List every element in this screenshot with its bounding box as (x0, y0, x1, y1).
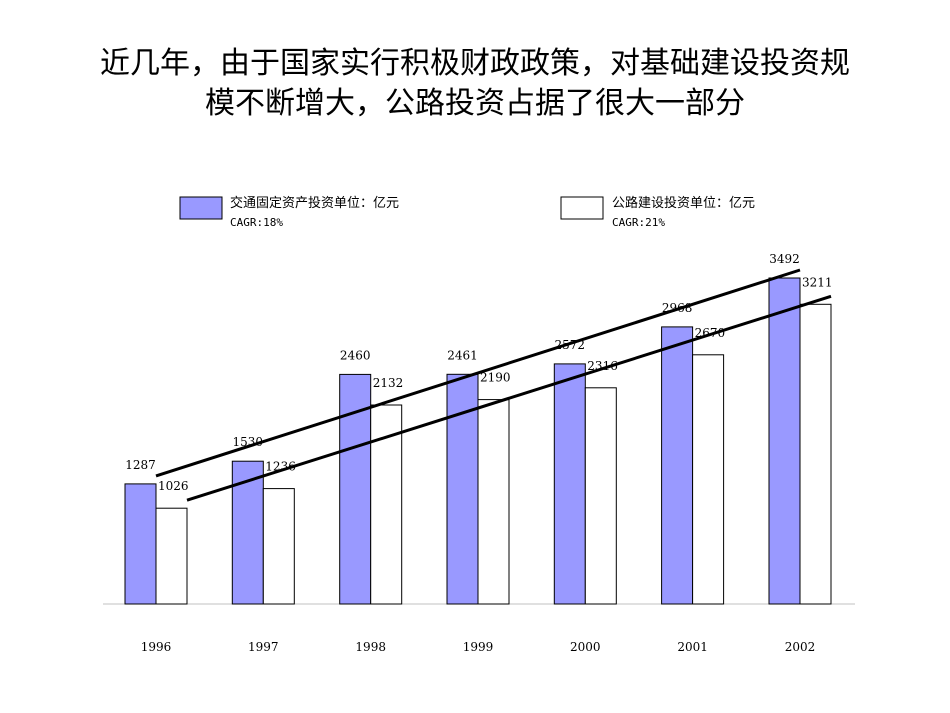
legend-swatch-series-2 (560, 196, 604, 220)
bar-series-1-2002 (768, 277, 801, 605)
value-label-series-1-1998: 2460 (340, 348, 371, 362)
trend-line-series-2 (186, 294, 832, 502)
x-tick-label-2002: 2002 (785, 640, 816, 654)
legend: 交通固定资产投资单位：亿元 CAGR:18% 公路建设投资单位：亿元 CAGR:… (179, 195, 755, 229)
bar-series-1-2001 (661, 326, 694, 605)
value-label-series-2-1999: 2190 (480, 371, 511, 385)
bar-series-1-1996 (124, 483, 157, 605)
x-tick-label-2001: 2001 (677, 640, 708, 654)
x-tick-label-2000: 2000 (570, 640, 601, 654)
bar-series-2-1999 (477, 399, 510, 605)
bar-series-2-1996 (155, 507, 188, 605)
x-tick-label-1996: 1996 (141, 640, 172, 654)
value-label-series-2-1996: 1026 (158, 479, 189, 493)
page-title: 近几年，由于国家实行积极财政政策，对基础建设投资规 模不断增大，公路投资占据了很… (40, 44, 910, 124)
value-label-series-1-1999: 2461 (447, 348, 478, 362)
bars-layer (124, 277, 832, 605)
title-line-1: 近几年，由于国家实行积极财政政策，对基础建设投资规 (100, 46, 850, 81)
bar-series-2-2001 (692, 354, 725, 605)
x-tick-label-1999: 1999 (463, 640, 494, 654)
x-tick-label-1998: 1998 (355, 640, 386, 654)
value-label-series-1-2000: 2572 (555, 338, 586, 352)
value-label-series-2-2001: 2670 (695, 326, 726, 340)
value-label-series-2-1998: 2132 (373, 376, 404, 390)
legend-cagr-series-1: CAGR:18% (230, 216, 283, 229)
bar-series-1-1997 (231, 460, 264, 605)
bar-series-2-2002 (799, 303, 832, 605)
bar-series-1-2000 (553, 363, 586, 605)
x-tick-label-1997: 1997 (248, 640, 279, 654)
legend-cagr-series-2: CAGR:21% (612, 216, 665, 229)
value-label-series-1-2002: 3492 (769, 252, 800, 266)
trend-line-series-1 (155, 268, 801, 478)
x-tick-labels-layer: 1996 1997 1998 1999 2000 2001 2002 (141, 640, 816, 654)
legend-swatch-series-1 (179, 196, 223, 220)
value-label-series-1-1996: 1287 (125, 458, 156, 472)
legend-label-series-2: 公路建设投资单位：亿元 (612, 195, 755, 211)
value-label-series-2-2002: 3211 (802, 275, 833, 289)
value-label-series-1-2001: 2968 (662, 301, 693, 315)
trend-lines-layer (155, 268, 832, 502)
legend-label-series-1: 交通固定资产投资单位：亿元 (230, 195, 399, 211)
bar-series-2-1997 (262, 488, 295, 605)
bar-series-2-2000 (584, 387, 617, 605)
value-label-series-2-2000: 2316 (587, 359, 618, 373)
value-label-series-2-1997: 1236 (265, 460, 296, 474)
title-line-2: 模不断增大，公路投资占据了很大一部分 (205, 86, 745, 121)
value-label-series-1-1997: 1530 (233, 435, 264, 449)
